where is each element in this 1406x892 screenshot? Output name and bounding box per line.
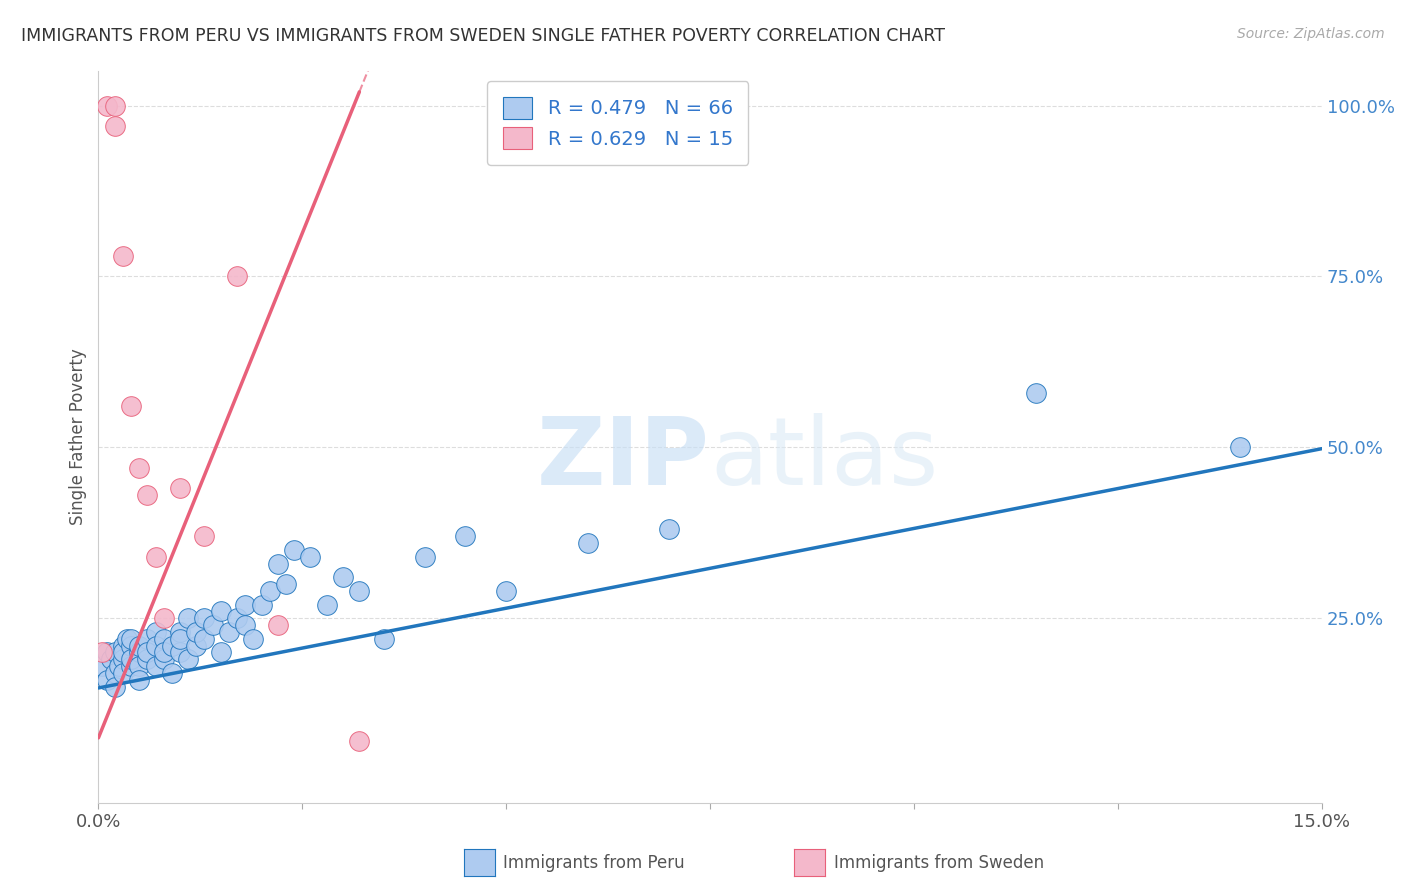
Point (96, 645, 118, 659)
Legend: R = 0.479   N = 66, R = 0.629   N = 15: R = 0.479 N = 66, R = 0.629 N = 15 (488, 81, 748, 165)
Point (373, 632, 395, 646)
Point (152, 645, 174, 659)
Point (111, 665, 134, 680)
Point (145, 624, 167, 639)
Point (100, 652, 122, 666)
Point (128, 639, 150, 653)
Point (193, 611, 215, 625)
Point (152, 632, 174, 646)
Point (104, 645, 127, 659)
Text: atlas: atlas (710, 413, 938, 505)
Point (128, 460, 150, 475)
Point (120, 652, 142, 666)
Point (160, 639, 183, 653)
Point (111, 645, 134, 659)
Point (104, 665, 127, 680)
Point (136, 652, 159, 666)
Point (274, 577, 297, 591)
Point (169, 481, 191, 495)
Point (658, 522, 681, 536)
Point (315, 598, 337, 612)
Point (193, 632, 215, 646)
Point (120, 632, 142, 646)
Text: Immigrants from Sweden: Immigrants from Sweden (834, 854, 1043, 871)
Point (120, 659, 142, 673)
Point (454, 529, 477, 543)
Point (495, 583, 517, 598)
Point (128, 673, 150, 687)
Point (152, 611, 174, 625)
Point (226, 269, 249, 284)
Point (96, 98, 118, 112)
Point (104, 98, 127, 112)
Point (160, 665, 183, 680)
Point (226, 611, 249, 625)
Point (115, 632, 138, 646)
Text: IMMIGRANTS FROM PERU VS IMMIGRANTS FROM SWEDEN SINGLE FATHER POVERTY CORRELATION: IMMIGRANTS FROM PERU VS IMMIGRANTS FROM … (21, 27, 945, 45)
Point (145, 659, 167, 673)
Point (177, 611, 200, 625)
Point (413, 549, 436, 564)
Point (209, 604, 232, 618)
Point (111, 249, 134, 263)
Point (233, 618, 256, 632)
Point (104, 119, 127, 133)
Point (209, 645, 232, 659)
Point (104, 680, 127, 694)
Point (145, 639, 167, 653)
Point (120, 400, 142, 414)
Point (186, 624, 208, 639)
Point (136, 488, 159, 502)
Point (169, 632, 191, 646)
Point (96, 673, 118, 687)
Point (349, 734, 371, 748)
Point (111, 652, 134, 666)
Point (136, 632, 159, 646)
Point (120, 639, 142, 653)
Point (1229, 440, 1251, 454)
Point (233, 598, 256, 612)
Point (128, 645, 150, 659)
Point (259, 583, 281, 598)
Point (349, 583, 371, 598)
Point (91, 659, 114, 673)
Point (250, 598, 273, 612)
Point (218, 624, 240, 639)
Point (152, 652, 174, 666)
Point (108, 659, 131, 673)
Point (169, 624, 191, 639)
Point (193, 529, 215, 543)
Point (91, 645, 114, 659)
Point (267, 557, 290, 571)
Point (128, 659, 150, 673)
Point (576, 536, 599, 550)
Point (299, 549, 322, 564)
Text: Immigrants from Peru: Immigrants from Peru (503, 854, 685, 871)
Point (177, 652, 200, 666)
Point (242, 632, 264, 646)
Point (201, 618, 224, 632)
Point (111, 639, 134, 653)
Text: ZIP: ZIP (537, 413, 710, 505)
Point (145, 549, 167, 564)
Y-axis label: Single Father Poverty: Single Father Poverty (69, 349, 87, 525)
Point (283, 542, 305, 557)
Text: Source: ZipAtlas.com: Source: ZipAtlas.com (1237, 27, 1385, 41)
Point (169, 645, 191, 659)
Point (186, 639, 208, 653)
Point (136, 645, 159, 659)
Point (267, 618, 290, 632)
Point (332, 570, 354, 584)
Point (1025, 385, 1047, 400)
